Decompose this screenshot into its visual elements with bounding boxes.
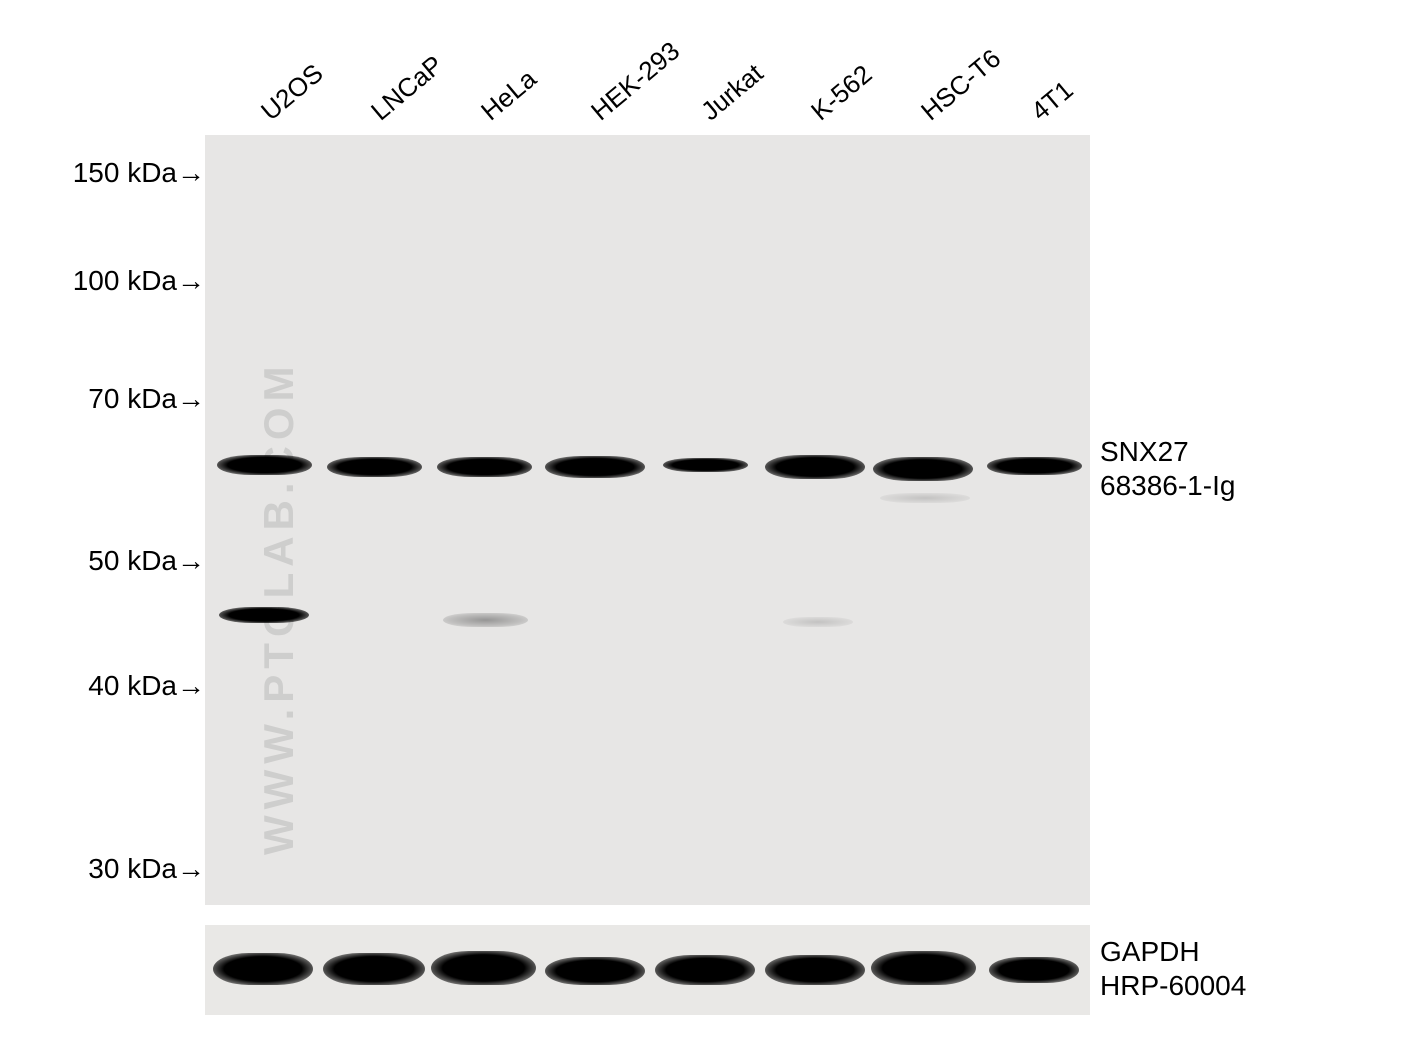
mw-label: 50 kDa→	[88, 545, 205, 577]
band-gapdh	[431, 951, 536, 985]
band-gapdh	[989, 957, 1079, 983]
target-name: GAPDH	[1100, 935, 1246, 969]
lane-label: 4T1	[1025, 74, 1079, 127]
band-snx27	[545, 456, 645, 478]
lane-label: K-562	[805, 59, 878, 127]
band-snx27	[873, 457, 973, 481]
band-snx27	[217, 455, 312, 475]
lane-label: HSC-T6	[915, 43, 1007, 127]
band-snx27	[663, 458, 748, 472]
mw-markers: 150 kDa→ 100 kDa→ 70 kDa→ 50 kDa→ 40 kDa…	[40, 135, 205, 905]
mw-label: 30 kDa→	[88, 853, 205, 885]
lane-label: U2OS	[255, 58, 329, 127]
band-snx27	[327, 457, 422, 477]
band-snx27	[987, 457, 1082, 475]
lane-label: LNCaP	[365, 49, 449, 127]
band-lower	[783, 617, 853, 627]
band-faint	[880, 493, 970, 503]
lane-label: HeLa	[475, 63, 543, 127]
band-snx27	[765, 455, 865, 479]
band-gapdh	[213, 953, 313, 985]
catalog-number: HRP-60004	[1100, 969, 1246, 1003]
band-gapdh	[655, 955, 755, 985]
loading-control-label: GAPDH HRP-60004	[1100, 935, 1246, 1002]
lane-labels: U2OS LNCaP HeLa HEK-293 Jurkat K-562 HSC…	[220, 20, 1090, 135]
mw-label: 40 kDa→	[88, 670, 205, 702]
band-snx27	[437, 457, 532, 477]
mw-label: 100 kDa→	[73, 265, 205, 297]
band-gapdh	[323, 953, 425, 985]
target-name: SNX27	[1100, 435, 1235, 469]
target-label: SNX27 68386-1-Ig	[1100, 435, 1235, 502]
mw-label: 150 kDa→	[73, 157, 205, 189]
band-lower	[443, 613, 528, 627]
blot-main-panel: WWW.PTGLAB.COM	[205, 135, 1090, 905]
mw-label: 70 kDa→	[88, 383, 205, 415]
blot-gapdh-panel	[205, 925, 1090, 1015]
lane-label: Jurkat	[695, 58, 769, 127]
band-gapdh	[545, 957, 645, 985]
band-gapdh	[765, 955, 865, 985]
band-gapdh	[871, 951, 976, 985]
western-blot-figure: U2OS LNCaP HeLa HEK-293 Jurkat K-562 HSC…	[40, 20, 1380, 1030]
right-annotations: SNX27 68386-1-Ig GAPDH HRP-60004	[1100, 135, 1380, 1015]
band-lower	[219, 607, 309, 623]
lane-label: HEK-293	[585, 35, 686, 127]
catalog-number: 68386-1-Ig	[1100, 469, 1235, 503]
